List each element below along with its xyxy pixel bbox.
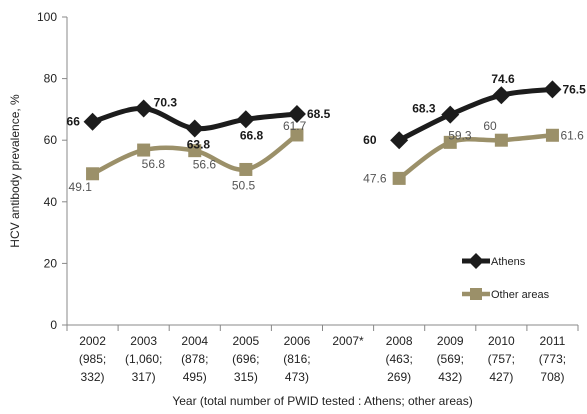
y-tick-label-40: 40 bbox=[44, 195, 58, 209]
x-tick-count-athens-2002: (985; bbox=[79, 352, 106, 366]
data-label-other-areas-2005: 50.5 bbox=[232, 178, 256, 192]
legend-other-areas-label: Other areas bbox=[491, 289, 550, 301]
x-tick-count-athens-2003: (1,060; bbox=[125, 352, 162, 366]
series-other-areas-point-2008 bbox=[392, 171, 406, 185]
series-other-areas-point-2003 bbox=[137, 143, 151, 157]
x-tick-label-2007*: 2007* bbox=[332, 334, 364, 348]
x-axis: 2002 (985; 332) 2003 (1,060; 317) 2004 (878; 495… bbox=[66, 324, 579, 384]
series-other-areas-line-1 bbox=[396, 133, 555, 181]
x-tick-count-athens-2009: (569; bbox=[437, 352, 464, 366]
x-tick-count-other-2006: 473) bbox=[285, 370, 309, 384]
series-layer bbox=[83, 80, 562, 185]
series-athens-point-2011 bbox=[543, 80, 562, 99]
legend-other-areas-marker bbox=[470, 288, 482, 300]
x-tick-count-athens-2008: (463; bbox=[385, 352, 412, 366]
series-other-areas-point-2004 bbox=[188, 144, 202, 158]
data-label-athens-2005: 66.8 bbox=[240, 128, 264, 142]
x-tick-label-2008: 2008 bbox=[386, 334, 413, 348]
x-tick-count-other-2002: 332) bbox=[81, 370, 105, 384]
data-label-other-areas-2011: 61.6 bbox=[560, 128, 584, 142]
x-tick-label-2011: 2011 bbox=[540, 334, 566, 348]
y-axis-title: HCV antibody prevalence, % bbox=[8, 94, 22, 248]
x-tick-label-2003: 2003 bbox=[130, 334, 157, 348]
data-label-athens-2011: 76.5 bbox=[562, 82, 586, 96]
x-tick-label-2004: 2004 bbox=[181, 334, 208, 348]
y-tick-label-20: 20 bbox=[44, 256, 58, 270]
x-tick-label-2005: 2005 bbox=[232, 334, 259, 348]
data-label-other-areas-2002: 49.1 bbox=[69, 180, 93, 194]
x-tick-count-athens-2006: (816; bbox=[283, 352, 310, 366]
x-tick-count-athens-2011: (773; bbox=[539, 352, 566, 366]
y-tick-label-100: 100 bbox=[37, 10, 57, 24]
series-other-areas-point-2010 bbox=[494, 133, 508, 147]
x-tick-count-athens-2010: (757; bbox=[488, 352, 515, 366]
series-athens-point-2004 bbox=[185, 119, 204, 138]
data-label-athens-2010: 74.6 bbox=[491, 72, 515, 86]
data-label-athens-2009: 68.3 bbox=[412, 102, 436, 116]
x-tick-count-other-2011: 708) bbox=[540, 370, 564, 384]
data-label-other-areas-2009: 59.3 bbox=[448, 128, 472, 142]
y-axis: 0 20 40 60 80 100 bbox=[37, 10, 68, 332]
legend-athens-marker bbox=[468, 253, 484, 269]
series-athens-point-2003 bbox=[134, 99, 153, 118]
x-tick-count-other-2009: 432) bbox=[438, 370, 462, 384]
data-label-other-areas-2006: 61.7 bbox=[283, 119, 307, 133]
x-tick-label-2002: 2002 bbox=[79, 334, 106, 348]
x-tick-count-other-2003: 317) bbox=[132, 370, 156, 384]
series-athens-point-2009 bbox=[441, 105, 460, 124]
legend: Athens Other areas bbox=[462, 253, 550, 301]
series-other-areas-point-2006 bbox=[290, 128, 304, 142]
series-athens-point-2006 bbox=[287, 105, 306, 124]
data-label-athens-2003: 70.3 bbox=[154, 95, 178, 109]
data-label-other-areas-2003: 56.8 bbox=[142, 157, 166, 171]
x-tick-count-other-2005: 315) bbox=[234, 370, 258, 384]
data-label-other-areas-2008: 47.6 bbox=[363, 171, 387, 185]
data-label-other-areas-2010: 60 bbox=[483, 119, 497, 133]
series-athens-line-1 bbox=[396, 86, 555, 143]
x-axis-title: Year (total number of PWID tested : Athe… bbox=[172, 394, 472, 408]
series-athens-point-2008 bbox=[390, 131, 409, 150]
series-athens-point-2010 bbox=[492, 86, 511, 105]
data-label-athens-2006: 68.5 bbox=[307, 107, 331, 121]
x-tick-count-other-2010: 427) bbox=[489, 370, 513, 384]
series-other-areas-point-2009 bbox=[443, 135, 457, 149]
series-other-areas-point-2002 bbox=[86, 167, 100, 181]
x-tick-count-athens-2004: (878; bbox=[181, 352, 208, 366]
x-tick-label-2009: 2009 bbox=[437, 334, 464, 348]
data-label-athens-2004: 63.8 bbox=[187, 137, 211, 151]
y-tick-label-80: 80 bbox=[44, 72, 58, 86]
legend-athens-label: Athens bbox=[491, 256, 526, 268]
x-tick-count-other-2008: 269) bbox=[387, 370, 411, 384]
x-tick-count-athens-2005: (696; bbox=[232, 352, 259, 366]
data-label-athens-2008: 60 bbox=[363, 133, 377, 147]
x-tick-label-2006: 2006 bbox=[284, 334, 311, 348]
data-labels-layer: 66 70.3 63.8 66.8 68.5 60 68.3 74.6 76.5 49.1 56.8… bbox=[67, 72, 587, 194]
data-label-other-areas-2004: 56.6 bbox=[193, 158, 217, 172]
series-athens-point-2002 bbox=[83, 112, 102, 131]
x-tick-count-other-2004: 495) bbox=[183, 370, 207, 384]
data-label-athens-2002: 66 bbox=[67, 115, 81, 129]
series-athens-point-2005 bbox=[236, 110, 255, 129]
y-tick-label-0: 0 bbox=[50, 318, 57, 332]
x-tick-label-2010: 2010 bbox=[488, 334, 515, 348]
y-tick-label-60: 60 bbox=[44, 133, 58, 147]
series-other-areas-point-2011 bbox=[545, 128, 559, 142]
series-other-areas-point-2005 bbox=[239, 162, 253, 176]
